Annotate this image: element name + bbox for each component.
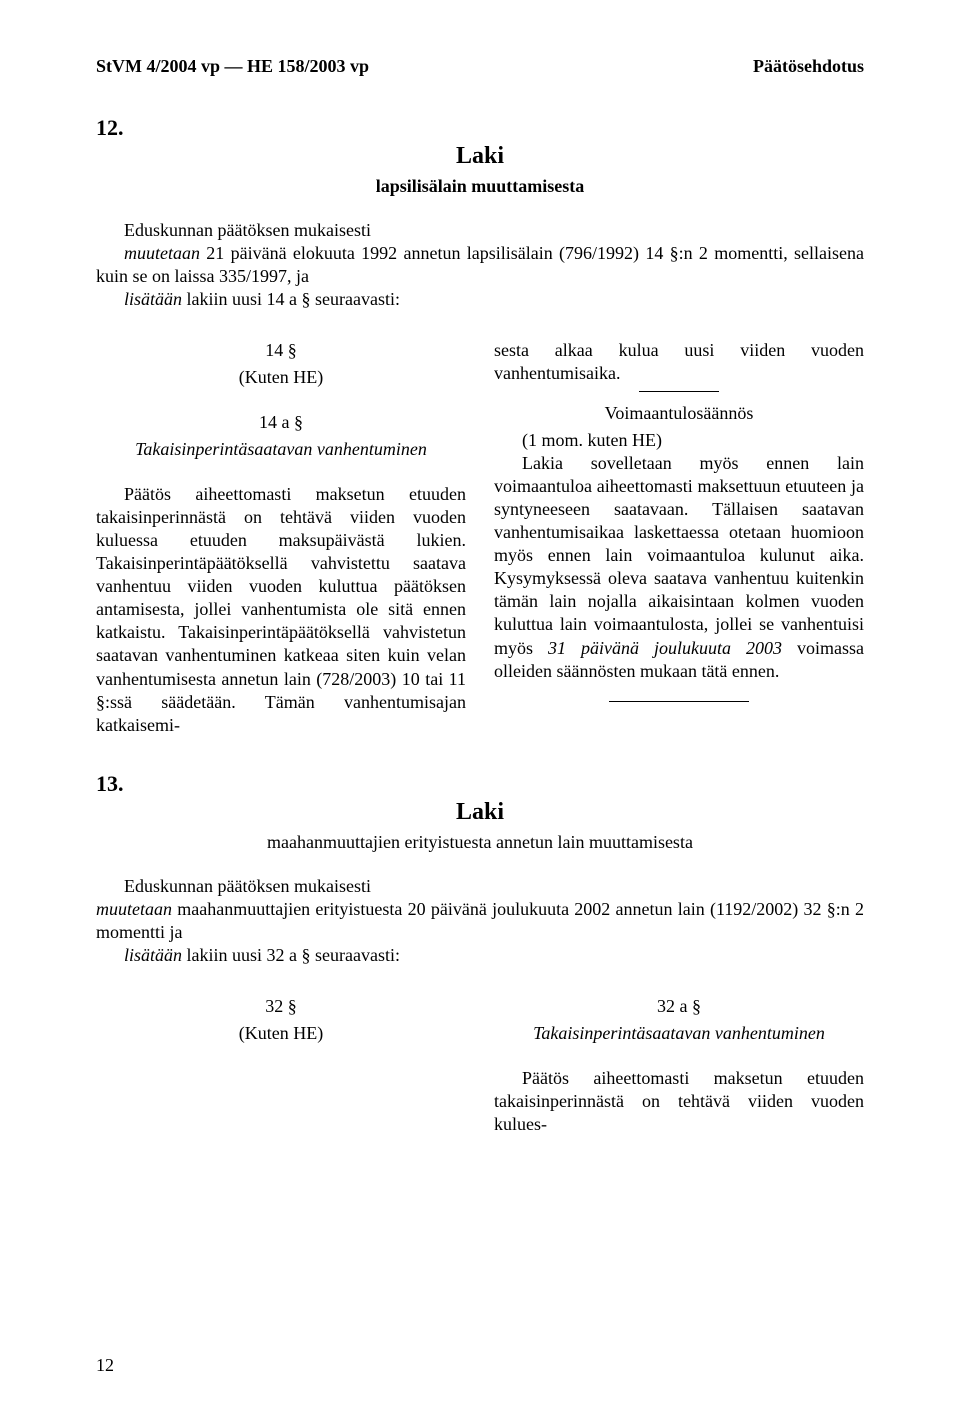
col-left-12: 14 § (Kuten HE) 14 a § Takaisinperintäsa… — [96, 339, 466, 736]
section-number: 12. — [96, 115, 864, 141]
right-body-12: Lakia sovelletaan myös ennen lain voimaa… — [494, 452, 864, 682]
intro-line3-rest: lakiin uusi 14 a § seuraavasti: — [182, 289, 400, 309]
section-13: 13. Laki maahanmuuttajien erityistuesta … — [96, 771, 864, 1136]
header-left: StVM 4/2004 vp — HE 158/2003 vp — [96, 56, 369, 77]
left-body-12: Päätös aiheettomasti maksetun etuuden ta… — [96, 483, 466, 736]
mom-line: (1 mom. kuten HE) — [494, 429, 864, 452]
short-rule — [639, 391, 719, 392]
intro13-line2-prefix: muutetaan — [96, 899, 172, 919]
law-subtitle: maahanmuuttajien erityistuesta annetun l… — [96, 832, 864, 853]
intro-line2: muutetaan 21 päivänä elokuuta 1992 annet… — [96, 242, 864, 288]
intro13-line1: Eduskunnan päätöksen mukaisesti — [96, 875, 864, 898]
right-top-body-12: sesta alkaa kulua uusi viiden vuoden van… — [494, 339, 864, 385]
intro13-line3-rest: lakiin uusi 32 a § seuraavasti: — [182, 945, 400, 965]
spacer — [494, 1049, 864, 1067]
long-rule — [609, 701, 749, 702]
voim-heading: Voimaantulosäännös — [494, 402, 864, 425]
intro-line3: lisätään lakiin uusi 14 a § seuraavasti: — [96, 288, 864, 311]
intro13-line2-rest: maahanmuuttajien erityistuesta 20 päivän… — [96, 899, 864, 942]
right-body-13: Päätös aiheettomasti maksetun etuuden ta… — [494, 1067, 864, 1136]
law-title: Laki — [96, 799, 864, 826]
right-body-12-italic: 31 päivänä joulukuuta 2003 — [548, 638, 797, 658]
para-heading-32: 32 § — [96, 995, 466, 1018]
para-heading-14-sub: (Kuten HE) — [96, 366, 466, 389]
page-number: 12 — [96, 1355, 114, 1376]
intro13-line2: muutetaan maahanmuuttajien erityistuesta… — [96, 899, 864, 942]
right-body-12-part1: Lakia sovelletaan myös ennen lain voimaa… — [494, 453, 864, 657]
para-heading-32a: 32 a § — [494, 995, 864, 1018]
para-heading-14: 14 § — [96, 339, 466, 362]
spacer — [96, 737, 864, 771]
law-subtitle: lapsilisälain muuttamisesta — [96, 176, 864, 197]
intro-line2-rest: 21 päivänä elokuuta 1992 annetun lapsili… — [96, 243, 864, 286]
section-12: 12. Laki lapsilisälain muuttamisesta Edu… — [96, 115, 864, 737]
para-heading-14a: 14 a § — [96, 411, 466, 434]
para-heading-32-sub: (Kuten HE) — [96, 1022, 466, 1045]
page: StVM 4/2004 vp — HE 158/2003 vp Päätöseh… — [0, 0, 960, 1416]
law-title: Laki — [96, 143, 864, 170]
intro13-line3: lisätään lakiin uusi 32 a § seuraavasti: — [96, 944, 864, 967]
col-right-13: 32 a § Takaisinperintäsaatavan vanhentum… — [494, 995, 864, 1136]
para-heading-14a-sub: Takaisinperintäsaatavan vanhentuminen — [96, 438, 466, 461]
columns-12: 14 § (Kuten HE) 14 a § Takaisinperintäsa… — [96, 339, 864, 736]
intro13-line3-prefix: lisätään — [124, 945, 182, 965]
spacer — [96, 393, 466, 411]
page-header: StVM 4/2004 vp — HE 158/2003 vp Päätöseh… — [96, 56, 864, 77]
intro-line1: Eduskunnan päätöksen mukaisesti — [96, 219, 864, 242]
col-right-12: sesta alkaa kulua uusi viiden vuoden van… — [494, 339, 864, 736]
intro-line2-prefix: muutetaan — [124, 243, 200, 263]
spacer — [96, 465, 466, 483]
columns-13: 32 § (Kuten HE) 32 a § Takaisinperintäsa… — [96, 995, 864, 1136]
intro-block-13: Eduskunnan päätöksen mukaisesti muutetaa… — [96, 875, 864, 967]
intro-line3-prefix: lisätään — [124, 289, 182, 309]
section-number: 13. — [96, 771, 864, 797]
header-right: Päätösehdotus — [753, 56, 864, 77]
intro-block: Eduskunnan päätöksen mukaisesti muutetaa… — [96, 219, 864, 311]
para-heading-32a-sub: Takaisinperintäsaatavan vanhentuminen — [494, 1022, 864, 1045]
col-left-13: 32 § (Kuten HE) — [96, 995, 466, 1136]
